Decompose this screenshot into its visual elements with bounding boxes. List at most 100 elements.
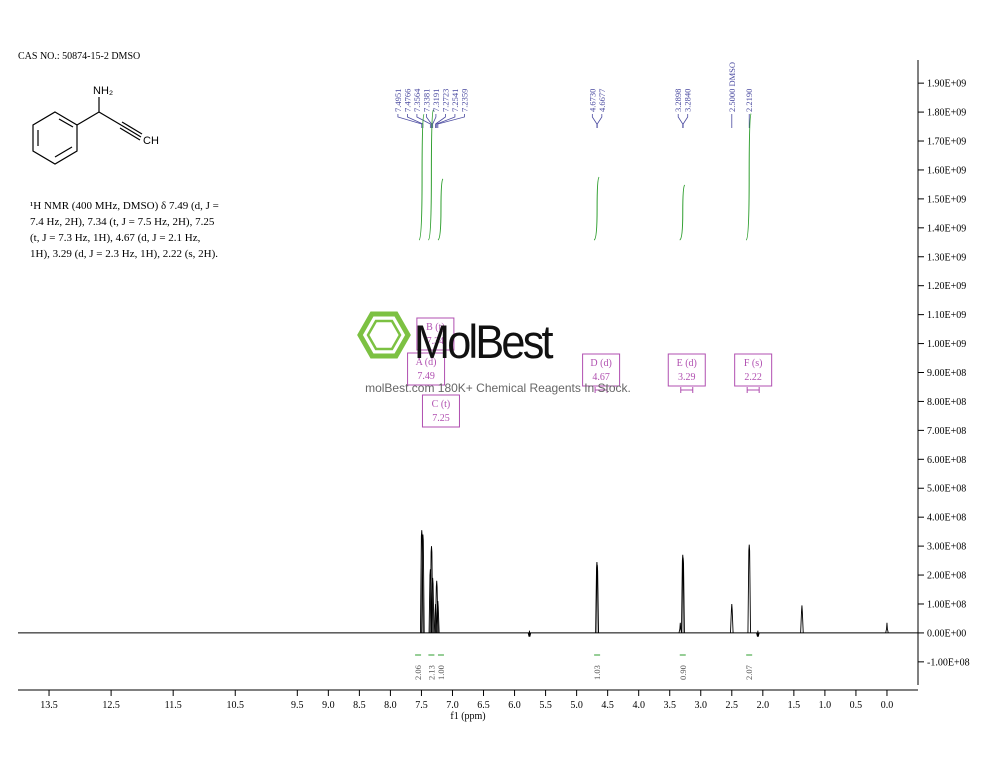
y-tick-label: 1.10E+09 bbox=[927, 310, 966, 321]
y-tick-label: 4.00E+08 bbox=[927, 513, 966, 524]
tagline: molBest.com 180K+ Chemical Reagents In S… bbox=[365, 381, 631, 395]
x-tick-label: 3.0 bbox=[695, 700, 708, 711]
peak bbox=[595, 564, 599, 633]
multiplet-label: F (s) bbox=[744, 358, 763, 369]
cas-number: CAS NO.: 50874-15-2 DMSO bbox=[18, 51, 140, 62]
peak-label: 7.2541 bbox=[450, 89, 460, 112]
peak-connector bbox=[677, 114, 684, 128]
peak-label: 7.4766 bbox=[402, 89, 412, 112]
amine-label: NH₂ bbox=[93, 85, 113, 97]
peak bbox=[885, 622, 889, 634]
peak-label: 7.2359 bbox=[459, 89, 469, 112]
x-tick-label: 11.5 bbox=[165, 700, 182, 711]
integral-label: 2.13 bbox=[426, 665, 436, 680]
y-tick-label: 5.00E+08 bbox=[927, 484, 966, 495]
x-tick-label: 7.5 bbox=[415, 700, 428, 711]
y-tick-label: 1.90E+09 bbox=[927, 79, 966, 90]
integral-label: 1.00 bbox=[436, 665, 446, 680]
peak-label: 7.3191 bbox=[431, 89, 441, 112]
integral-curve bbox=[745, 113, 752, 241]
y-tick-label: 0.00E+00 bbox=[927, 628, 966, 639]
y-tick-label: 1.50E+09 bbox=[927, 194, 966, 205]
peak bbox=[436, 601, 440, 633]
x-axis-label: f1 (ppm) bbox=[450, 711, 485, 722]
multiplet-box bbox=[734, 353, 773, 387]
integral-curve bbox=[679, 184, 686, 241]
peak bbox=[430, 577, 435, 633]
multiplet-range bbox=[746, 387, 760, 393]
peak bbox=[678, 622, 683, 634]
y-tick-label: 1.80E+09 bbox=[927, 108, 966, 119]
structure bbox=[32, 97, 143, 165]
multiplet-label: B (t) bbox=[426, 322, 445, 333]
x-tick-label: 10.5 bbox=[226, 700, 244, 711]
peak-connector bbox=[435, 114, 446, 128]
x-tick-label: 6.5 bbox=[477, 700, 490, 711]
x-tick-label: 1.0 bbox=[819, 700, 832, 711]
peak-connector bbox=[682, 114, 689, 128]
y-tick-label: 1.70E+09 bbox=[927, 137, 966, 148]
y-tick-label: 1.00E+08 bbox=[927, 599, 966, 610]
multiplet-label: C (t) bbox=[432, 399, 451, 410]
y-tick-label: 1.40E+09 bbox=[927, 223, 966, 234]
multiplet-label: D (d) bbox=[590, 358, 611, 369]
multiplet-range bbox=[680, 387, 694, 393]
y-tick-label: 2.00E+08 bbox=[927, 571, 966, 582]
integral-label: 2.07 bbox=[744, 665, 754, 680]
brand: MolBest bbox=[414, 315, 554, 368]
integral-curve bbox=[437, 178, 444, 241]
multiplet-box bbox=[582, 353, 621, 387]
multiplet-box bbox=[421, 394, 460, 428]
peak-connector bbox=[591, 114, 598, 128]
multiplet-shift: 7.34 bbox=[427, 336, 445, 347]
y-tick-label: 9.00E+08 bbox=[927, 368, 966, 379]
multiplet-box bbox=[416, 317, 455, 351]
x-tick-label: 2.5 bbox=[726, 700, 739, 711]
peak bbox=[681, 557, 685, 633]
x-tick-label: 9.5 bbox=[291, 700, 304, 711]
peak-label: 7.2723 bbox=[440, 89, 450, 112]
y-tick-label: -1.00E+08 bbox=[927, 657, 970, 668]
x-tick-label: 5.5 bbox=[539, 700, 552, 711]
x-tick-label: 9.0 bbox=[322, 700, 335, 711]
x-tick-label: 5.0 bbox=[570, 700, 583, 711]
x-tick-label: 2.0 bbox=[757, 700, 770, 711]
peak-connector bbox=[416, 114, 431, 128]
multiplet-shift: 7.49 bbox=[417, 371, 435, 382]
peak-label: 3.2840 bbox=[683, 89, 693, 112]
integral-curve bbox=[418, 113, 425, 241]
x-tick-label: 6.0 bbox=[508, 700, 521, 711]
peak-label: 2.2190 bbox=[744, 89, 754, 112]
integral-curve bbox=[593, 176, 600, 241]
multiplet-shift: 3.29 bbox=[678, 372, 696, 383]
multiplet-label: A (d) bbox=[416, 357, 437, 368]
x-tick-label: 13.5 bbox=[40, 700, 58, 711]
x-tick-label: 8.5 bbox=[353, 700, 366, 711]
multiplet-box bbox=[667, 353, 706, 387]
x-tick-label: 4.0 bbox=[632, 700, 645, 711]
logo-hexagon bbox=[357, 311, 411, 359]
logo-inner bbox=[366, 319, 402, 351]
integral-curve bbox=[427, 109, 434, 241]
peak-connector bbox=[397, 114, 423, 128]
y-tick-label: 7.00E+08 bbox=[927, 426, 966, 437]
alkyne-label: CH bbox=[143, 135, 159, 147]
x-tick-label: 7.0 bbox=[446, 700, 459, 711]
integral-label: 0.90 bbox=[678, 665, 688, 680]
peak-label: 7.3564 bbox=[412, 88, 422, 112]
peak bbox=[756, 630, 760, 637]
x-tick-label: 1.5 bbox=[788, 700, 801, 711]
peak-label: 4.6730 bbox=[587, 89, 597, 112]
y-tick-label: 1.00E+09 bbox=[927, 339, 966, 350]
peak bbox=[800, 605, 804, 633]
y-tick-label: 1.60E+09 bbox=[927, 165, 966, 176]
y-tick-label: 1.30E+09 bbox=[927, 252, 966, 263]
y-tick-label: 3.00E+08 bbox=[927, 542, 966, 553]
multiplet-label: E (d) bbox=[677, 358, 697, 369]
watermark-logo: MolBest molBest.com 180K+ Chemical Reagen… bbox=[357, 311, 631, 395]
peak-label: 3.2898 bbox=[673, 89, 683, 112]
x-tick-label: 0.0 bbox=[881, 700, 894, 711]
multiplet-shift: 4.67 bbox=[592, 372, 610, 383]
multiplet-range bbox=[594, 387, 608, 393]
